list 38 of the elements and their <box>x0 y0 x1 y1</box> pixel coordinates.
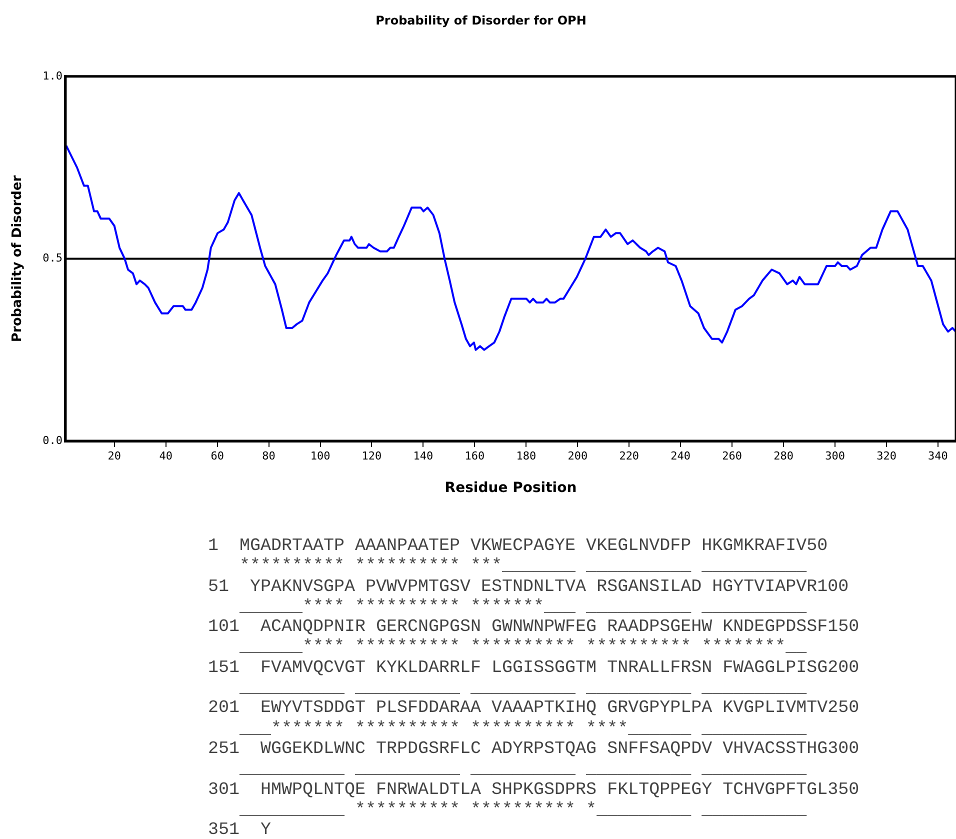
y-axis-title: Probability of Disorder <box>10 174 26 342</box>
x-tick-label: 140 <box>413 449 434 462</box>
text: 51 YPAKNVSGPA PVWVPMTGSV ESTNDNLTVA RSGANSILAD HGYTVIAPVR100 <box>208 576 850 597</box>
text: 351 Y <box>208 820 272 839</box>
x-tick-label: 20 <box>108 449 121 462</box>
x-tick-label: 280 <box>774 449 794 462</box>
text: 151 FVAMVQCVGT KYKLDARRLF LGGISSGGTM TNRALLFRSN FWAGGLPISG200 <box>208 658 860 678</box>
x-tick-label: 180 <box>516 449 536 462</box>
x-axis-title: Residue Position <box>444 480 577 496</box>
x-tick-label: 200 <box>568 449 588 462</box>
x-tick-label: 300 <box>825 449 845 462</box>
x-tick-label: 40 <box>159 449 172 462</box>
text: 201 EWYVTSDDGT PLSFDDARAA VAAAPTKIHQ GRVGPYPLPA KVGPLIVMTV250 <box>208 698 860 719</box>
x-tick-label: 220 <box>619 449 640 462</box>
x-tick-label: 120 <box>362 449 382 462</box>
y-tick-label: 0.5 <box>42 252 62 265</box>
text: __________ __________ __________ __________ __________ <box>238 678 808 698</box>
text: 251 WGGEKDLWNC TRPDGSRFLC ADYRPSTQAG SNFFSAQPDV VHVACSSTHG300 <box>208 738 860 760</box>
chart-title: Probability of Disorder for OPH <box>376 13 586 28</box>
text: 1 MGADRTAATP AAANPAATEP VKWECPAGYE VKEGLNVDFP HKGMKRAFIV50 <box>208 536 829 556</box>
text: ********** ********** ***_______ __________ __________ <box>238 556 808 577</box>
x-tick-label: 260 <box>722 449 742 462</box>
y-tick-label: 0.0 <box>42 434 62 447</box>
x-tick-label: 320 <box>876 449 896 462</box>
x-tick-label: 160 <box>464 449 485 462</box>
x-tick-label: 100 <box>310 449 330 462</box>
x-tick-label: 60 <box>210 449 224 462</box>
text: __________ ********** ********** *_________ __________ <box>238 800 808 820</box>
text: ___******* ********** ********** ****______ __________ <box>238 718 808 739</box>
text: 301 HMWPQLNTQE FNRWALDTLA SHPKGSDPRS FKLTQPPEGY TCHVGPFTGL350 <box>208 780 860 800</box>
text: 101 ACANQDPNIR GERCNGPGSN GWNWNPWFEG RAADPSGEHW KNDEGPDSSF150 <box>208 617 860 638</box>
x-tick-label: 80 <box>262 449 276 462</box>
text: ______**** ********** ********** ********** ********__ <box>238 637 808 658</box>
y-tick-label: 1.0 <box>42 69 62 82</box>
text: ______**** ********** *******___ __________ __________ <box>238 596 808 618</box>
x-tick-label: 240 <box>670 449 691 462</box>
text: __________ __________ __________ __________ __________ <box>238 759 808 780</box>
x-tick-label: 340 <box>928 449 948 462</box>
